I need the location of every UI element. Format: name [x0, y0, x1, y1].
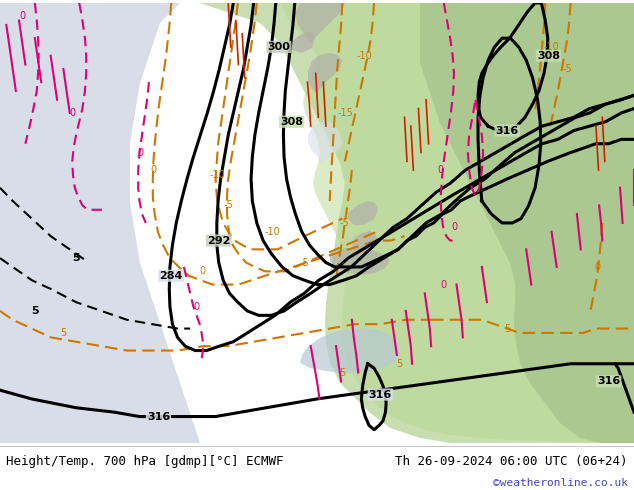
Text: ©weatheronline.co.uk: ©weatheronline.co.uk [493, 478, 628, 489]
Polygon shape [0, 3, 200, 443]
Text: -5: -5 [339, 218, 349, 228]
Text: 292: 292 [207, 236, 230, 245]
Text: 0: 0 [441, 280, 447, 290]
Text: 0: 0 [200, 267, 206, 276]
Polygon shape [280, 3, 634, 443]
Polygon shape [200, 3, 634, 443]
Polygon shape [295, 3, 345, 43]
Text: 5: 5 [396, 359, 403, 369]
Text: 316: 316 [147, 412, 170, 421]
Text: 0: 0 [594, 262, 600, 272]
Text: -10: -10 [265, 227, 280, 237]
Text: -15: -15 [337, 108, 354, 118]
Text: 284: 284 [160, 271, 183, 281]
Text: 5: 5 [339, 368, 346, 378]
Polygon shape [300, 328, 400, 373]
Text: -5: -5 [562, 64, 573, 74]
Text: Height/Temp. 700 hPa [gdmp][°C] ECMWF: Height/Temp. 700 hPa [gdmp][°C] ECMWF [6, 455, 284, 468]
Text: 0: 0 [437, 165, 444, 175]
Text: 0: 0 [150, 165, 157, 175]
Text: -10: -10 [357, 51, 372, 61]
Text: 308: 308 [280, 117, 303, 127]
Text: 308: 308 [537, 51, 560, 61]
Text: 0: 0 [70, 108, 76, 118]
Text: -5: -5 [299, 258, 309, 268]
Text: -10: -10 [544, 42, 559, 52]
Text: -5: -5 [223, 200, 233, 210]
Polygon shape [348, 201, 378, 225]
Polygon shape [308, 121, 342, 163]
Text: 5: 5 [60, 328, 67, 338]
Text: 300: 300 [268, 42, 290, 52]
Text: 5: 5 [31, 306, 39, 316]
Text: 0: 0 [19, 11, 25, 21]
Polygon shape [308, 53, 342, 93]
Text: Th 26-09-2024 06:00 UTC (06+24): Th 26-09-2024 06:00 UTC (06+24) [395, 455, 628, 468]
Polygon shape [330, 248, 390, 275]
Text: 316: 316 [369, 390, 392, 399]
Polygon shape [290, 31, 315, 53]
Text: 5: 5 [504, 323, 510, 334]
Text: 5: 5 [72, 253, 80, 263]
Polygon shape [352, 231, 378, 253]
Text: 0: 0 [193, 301, 200, 312]
Text: 316: 316 [597, 376, 620, 386]
Text: 0: 0 [138, 147, 144, 158]
Text: 0: 0 [451, 222, 457, 232]
Text: 316: 316 [496, 125, 519, 136]
Polygon shape [420, 3, 634, 443]
Text: -10: -10 [210, 170, 225, 179]
